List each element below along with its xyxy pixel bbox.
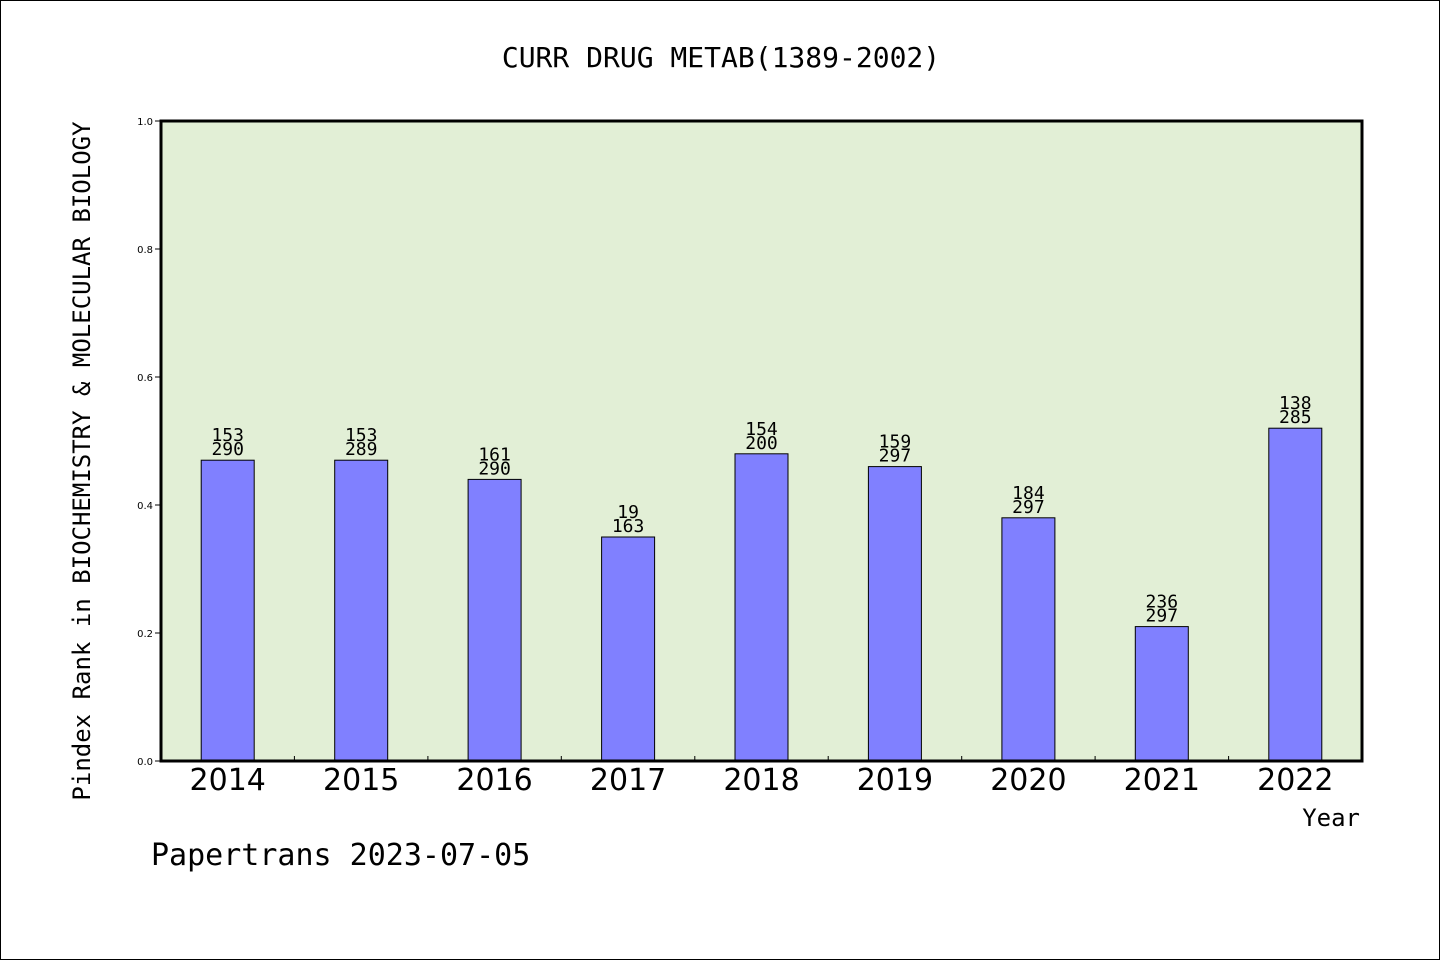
y-tick-label-5: 1.0: [137, 117, 153, 128]
bar-label-top-2018: 154: [745, 419, 778, 440]
bar-label-top-2019: 159: [879, 432, 912, 453]
bar-2019: [867, 466, 922, 762]
x-axis-ticks: 2014 2015 2016 2017 2018 2019 2020 2021 2022: [190, 756, 1333, 798]
bar-label-bottom-2017: 163: [612, 516, 645, 537]
bar-label-bottom-2022: 285: [1279, 407, 1312, 428]
x-tick-label-2020: 2020: [990, 763, 1066, 798]
bar-2016: [467, 478, 522, 762]
y-tick-label-0: 0.0: [137, 757, 153, 768]
x-tick-label-2019: 2019: [857, 763, 933, 798]
bar-2017: [601, 536, 656, 762]
x-tick-label-2014: 2014: [190, 763, 266, 798]
x-tick-label-2017: 2017: [590, 763, 666, 798]
bar-label-top-2016: 161: [478, 444, 511, 465]
bar-2015: [334, 459, 389, 762]
chart-title: CURR DRUG METAB(1389-2002): [502, 41, 940, 74]
x-tick-label-2022: 2022: [1257, 763, 1333, 798]
bar-label-top-2015: 153: [345, 425, 378, 446]
bar-label-top-2022: 138: [1279, 393, 1312, 414]
bar-label-top-2020: 184: [1012, 483, 1045, 504]
bar-label-bottom-2021: 297: [1146, 606, 1179, 627]
bar-label-top-2021: 236: [1146, 592, 1179, 613]
x-tick-label-2021: 2021: [1124, 763, 1200, 798]
footer-credit: Papertrans 2023-07-05: [151, 838, 530, 873]
x-axis-label: Year: [1302, 804, 1360, 832]
x-tick-label-2015: 2015: [323, 763, 399, 798]
bar-2020: [1001, 517, 1056, 762]
bar-2014: [200, 459, 255, 762]
bar-2021: [1134, 626, 1189, 762]
bar-label-bottom-2014: 290: [211, 439, 244, 460]
bar-label-bottom-2018: 200: [745, 433, 778, 454]
y-axis-ticks: 0.0 0.2 0.4 0.6 0.8 1.0: [137, 117, 161, 768]
x-tick-label-2016: 2016: [456, 763, 532, 798]
bar-2018: [734, 453, 789, 762]
bar-label-bottom-2016: 290: [478, 458, 511, 479]
bar-label-top-2014: 153: [211, 425, 244, 446]
bar-label-bottom-2020: 297: [1012, 497, 1045, 518]
y-tick-label-4: 0.8: [137, 245, 153, 256]
bars-group: [200, 427, 1323, 762]
y-tick-label-3: 0.6: [137, 373, 153, 384]
plot-border: [159, 119, 1364, 763]
y-tick-label-2: 0.4: [137, 501, 153, 512]
y-tick-label-1: 0.2: [137, 629, 153, 640]
bar-2022: [1268, 427, 1323, 762]
y-axis-label: Pindex Rank in BIOCHEMISTRY & MOLECULAR …: [68, 121, 96, 801]
bar-label-bottom-2019: 297: [879, 446, 912, 467]
bar-label-top-2017: 19: [617, 502, 639, 523]
x-tick-label-2018: 2018: [723, 763, 799, 798]
bar-label-bottom-2015: 289: [345, 439, 378, 460]
